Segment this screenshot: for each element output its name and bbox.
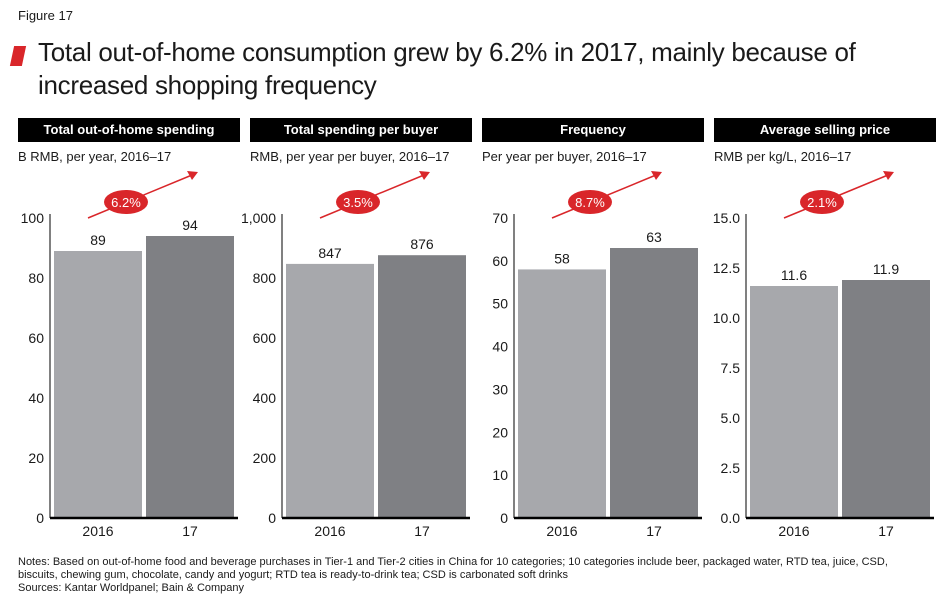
panel-subtitle: RMB, per year per buyer, 2016–17	[250, 149, 450, 164]
y-tick-label: 20	[28, 450, 44, 466]
chart-title: Total out-of-home consumption grew by 6.…	[38, 37, 856, 100]
data-label: 11.9	[873, 261, 899, 277]
footnotes: Notes: Based on out-of-home food and bev…	[18, 556, 938, 595]
growth-badge	[568, 190, 612, 214]
y-tick-label: 0.0	[721, 510, 741, 526]
y-tick-label: 40	[492, 339, 508, 355]
y-tick-label: 100	[21, 210, 45, 226]
bar	[146, 236, 234, 518]
y-tick-label: 400	[253, 390, 277, 406]
growth-label: 2.1%	[807, 195, 837, 210]
x-tick-label: 17	[878, 523, 894, 539]
y-tick-label: 50	[492, 296, 508, 312]
growth-badge	[104, 190, 148, 214]
panel-subtitle: Per year per buyer, 2016–17	[482, 149, 647, 164]
bar	[54, 251, 142, 518]
bar	[378, 255, 466, 518]
data-label: 89	[90, 232, 106, 248]
bar-chart-frequency: 0 10 20 30 40 50 60 70 58 2016 63 17 8.7%	[492, 171, 702, 539]
y-tick-label: 10	[492, 467, 508, 483]
x-tick-label: 2016	[778, 523, 809, 539]
title-accent-marker	[9, 46, 27, 66]
y-tick-label: 0	[500, 510, 508, 526]
growth-arrowhead	[651, 171, 662, 180]
growth-badge	[336, 190, 380, 214]
panel-subtitle: B RMB, per year, 2016–17	[18, 149, 172, 164]
bar	[518, 269, 606, 518]
panel-header: Total out-of-home spending	[18, 118, 240, 142]
y-tick-label: 10.0	[713, 310, 740, 326]
panel-average-selling-price: Average selling price RMB per kg/L, 2016…	[713, 118, 936, 539]
x-tick-label: 2016	[82, 523, 113, 539]
growth-label: 3.5%	[343, 195, 373, 210]
x-tick-label: 2016	[546, 523, 577, 539]
y-tick-label: 80	[28, 270, 44, 286]
y-tick-label: 1,000	[241, 210, 276, 226]
data-label: 847	[318, 245, 342, 261]
data-label: 63	[646, 229, 662, 245]
growth-arrowhead	[187, 171, 198, 180]
y-tick-label: 2.5	[721, 460, 741, 476]
notes-line: biscuits, chewing gum, chocolate, candy …	[18, 569, 569, 581]
panel-header: Frequency	[482, 118, 704, 142]
y-tick-label: 800	[253, 270, 277, 286]
panel-subtitle: RMB per kg/L, 2016–17	[714, 149, 852, 164]
growth-arrowhead	[883, 171, 894, 180]
panel-total-spending: Total out-of-home spending B RMB, per ye…	[18, 118, 240, 539]
panel-frequency: Frequency Per year per buyer, 2016–17 0 1…	[482, 118, 704, 539]
data-label: 876	[410, 236, 434, 252]
notes-line: Notes: Based on out-of-home food and bev…	[18, 556, 888, 568]
y-tick-label: 0	[268, 510, 276, 526]
y-tick-label: 0	[36, 510, 44, 526]
bar	[842, 280, 930, 518]
sources-line: Sources: Kantar Worldpanel; Bain & Compa…	[18, 582, 245, 594]
data-label: 94	[182, 217, 198, 233]
panel-header: Average selling price	[714, 118, 936, 142]
data-label: 58	[554, 250, 570, 266]
y-tick-label: 200	[253, 450, 277, 466]
bar-chart-spending-per-buyer: 0 200 400 600 800 1,000 847 2016 876 17 3.5%	[241, 171, 470, 539]
growth-badge	[800, 190, 844, 214]
y-tick-label: 60	[28, 330, 44, 346]
y-tick-label: 40	[28, 390, 44, 406]
panel-spending-per-buyer: Total spending per buyer RMB, per year p…	[241, 118, 472, 539]
y-tick-label: 20	[492, 424, 508, 440]
x-tick-label: 2016	[314, 523, 345, 539]
y-tick-label: 600	[253, 330, 277, 346]
figure-label: Figure 17	[18, 8, 73, 23]
x-tick-label: 17	[182, 523, 198, 539]
y-tick-label: 15.0	[713, 210, 740, 226]
bar-chart-total-spending: 0 20 40 60 80 100 89 2016 94 17 6.2%	[21, 171, 238, 539]
x-tick-label: 17	[414, 523, 430, 539]
bar	[750, 286, 838, 518]
y-tick-label: 5.0	[721, 410, 741, 426]
bar	[286, 263, 374, 518]
y-tick-label: 7.5	[721, 360, 741, 376]
bar-chart-average-selling-price: 0.0 2.5 5.0 7.5 10.0 12.5 15.0 11.6 2016 11.9 17 2.…	[713, 171, 934, 539]
panel-header: Total spending per buyer	[250, 118, 472, 142]
y-tick-label: 70	[492, 210, 508, 226]
growth-label: 8.7%	[575, 195, 605, 210]
growth-arrowhead	[419, 171, 430, 180]
data-label: 11.6	[781, 267, 807, 283]
bar	[610, 248, 698, 518]
y-tick-label: 12.5	[713, 260, 740, 276]
x-tick-label: 17	[646, 523, 662, 539]
y-tick-label: 60	[492, 253, 508, 269]
y-tick-label: 30	[492, 381, 508, 397]
growth-label: 6.2%	[111, 195, 141, 210]
